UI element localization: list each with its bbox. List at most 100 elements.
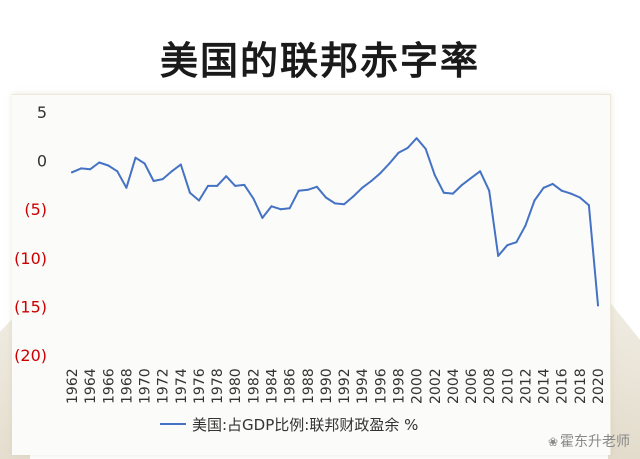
x-tick-label: 1964 — [83, 368, 99, 404]
data-point — [188, 191, 191, 194]
x-tick-label: 1982 — [246, 368, 262, 404]
data-point — [279, 208, 282, 211]
watermark: ❀ 霍东升老师 — [548, 431, 630, 451]
x-tick-label: 2018 — [573, 368, 589, 404]
data-point — [424, 147, 427, 150]
data-point — [370, 180, 373, 182]
x-tick-label: 2002 — [428, 368, 444, 404]
data-point — [98, 161, 101, 164]
x-tick-label: 2016 — [555, 368, 571, 404]
x-tick-label: 1974 — [174, 368, 190, 404]
data-point — [315, 185, 318, 188]
data-point — [388, 162, 391, 165]
x-tick-label: 1990 — [319, 368, 335, 404]
legend-label: 美国:占GDP比例:联邦财政盈余 % — [192, 416, 418, 434]
data-point — [207, 184, 209, 187]
data-point — [515, 241, 518, 244]
data-point — [107, 164, 110, 167]
data-point — [152, 180, 155, 182]
y-tick-label: (20) — [14, 346, 47, 365]
data-point — [324, 196, 327, 199]
data-point — [442, 191, 445, 194]
data-point — [261, 216, 264, 219]
x-tick-label: 1988 — [301, 368, 317, 404]
data-point — [587, 204, 590, 207]
x-tick-label: 2012 — [518, 368, 534, 404]
x-tick-label: 2010 — [500, 368, 516, 404]
data-point — [343, 203, 346, 206]
watermark-text: 霍东升老师 — [560, 434, 630, 450]
data-point — [243, 183, 246, 186]
data-point — [288, 207, 291, 210]
data-point — [334, 202, 336, 205]
data-point — [470, 177, 472, 180]
data-point — [134, 156, 137, 159]
data-point — [225, 175, 228, 178]
chart-panel — [12, 94, 611, 455]
data-point — [551, 182, 554, 185]
data-point — [234, 184, 237, 187]
y-tick-label: (15) — [14, 297, 47, 316]
x-tick-label: 1972 — [156, 368, 172, 404]
data-point — [451, 192, 454, 195]
data-point — [524, 224, 527, 227]
x-tick-label: 2006 — [464, 368, 480, 404]
data-point — [161, 178, 164, 181]
data-point — [479, 170, 482, 173]
data-point — [506, 244, 509, 247]
x-tick-label: 1962 — [65, 368, 81, 404]
x-tick-label: 1976 — [192, 368, 208, 404]
x-tick-label: 1986 — [283, 368, 299, 404]
data-point — [170, 170, 173, 173]
series-points — [71, 137, 599, 307]
x-axis-ticks: 1962 1964 1966 1968 1970 1972 1974 1976 1978 1980… — [65, 368, 607, 404]
x-tick-label: 2004 — [446, 368, 462, 404]
data-point — [116, 170, 119, 173]
x-tick-label: 1968 — [119, 368, 135, 404]
data-point — [397, 151, 400, 154]
data-point — [533, 199, 536, 202]
data-point — [578, 196, 581, 199]
data-point — [306, 188, 309, 191]
data-point — [179, 163, 182, 166]
data-point — [461, 183, 463, 186]
x-tick-label: 2000 — [410, 368, 426, 404]
x-tick-label: 1994 — [355, 368, 371, 404]
data-point — [270, 205, 273, 208]
slide-title: 美国的联邦赤字率 — [159, 39, 480, 83]
x-tick-label: 1996 — [373, 368, 389, 404]
x-tick-label: 1984 — [265, 368, 281, 404]
data-point — [143, 162, 146, 165]
data-point — [406, 147, 409, 149]
y-tick-label: 5 — [37, 103, 47, 122]
series-line — [71, 137, 599, 307]
data-point — [497, 254, 500, 257]
data-point — [569, 192, 572, 195]
data-point — [361, 186, 364, 189]
data-point — [216, 184, 219, 187]
data-point — [80, 167, 83, 170]
x-tick-label: 2014 — [537, 368, 553, 404]
data-point — [415, 137, 418, 140]
x-tick-label: 1980 — [228, 368, 244, 404]
data-point — [89, 168, 92, 171]
x-tick-label: 1970 — [138, 368, 154, 404]
legend: 美国:占GDP比例:联邦财政盈余 % — [160, 416, 418, 434]
x-tick-label: 2020 — [591, 368, 607, 404]
data-point — [597, 304, 599, 307]
data-point — [297, 189, 300, 192]
data-point — [352, 195, 355, 198]
data-point — [560, 189, 563, 192]
x-tick-label: 1992 — [337, 368, 353, 404]
data-point — [379, 172, 382, 175]
data-point — [252, 197, 255, 200]
data-point — [198, 199, 200, 202]
data-point — [433, 174, 436, 177]
data-point — [125, 186, 128, 189]
watermark-logo-icon: ❀ — [547, 435, 558, 449]
y-tick-label: (10) — [14, 249, 47, 268]
data-point — [488, 189, 491, 192]
y-tick-label: (5) — [24, 200, 47, 219]
x-tick-label: 1978 — [210, 368, 226, 404]
